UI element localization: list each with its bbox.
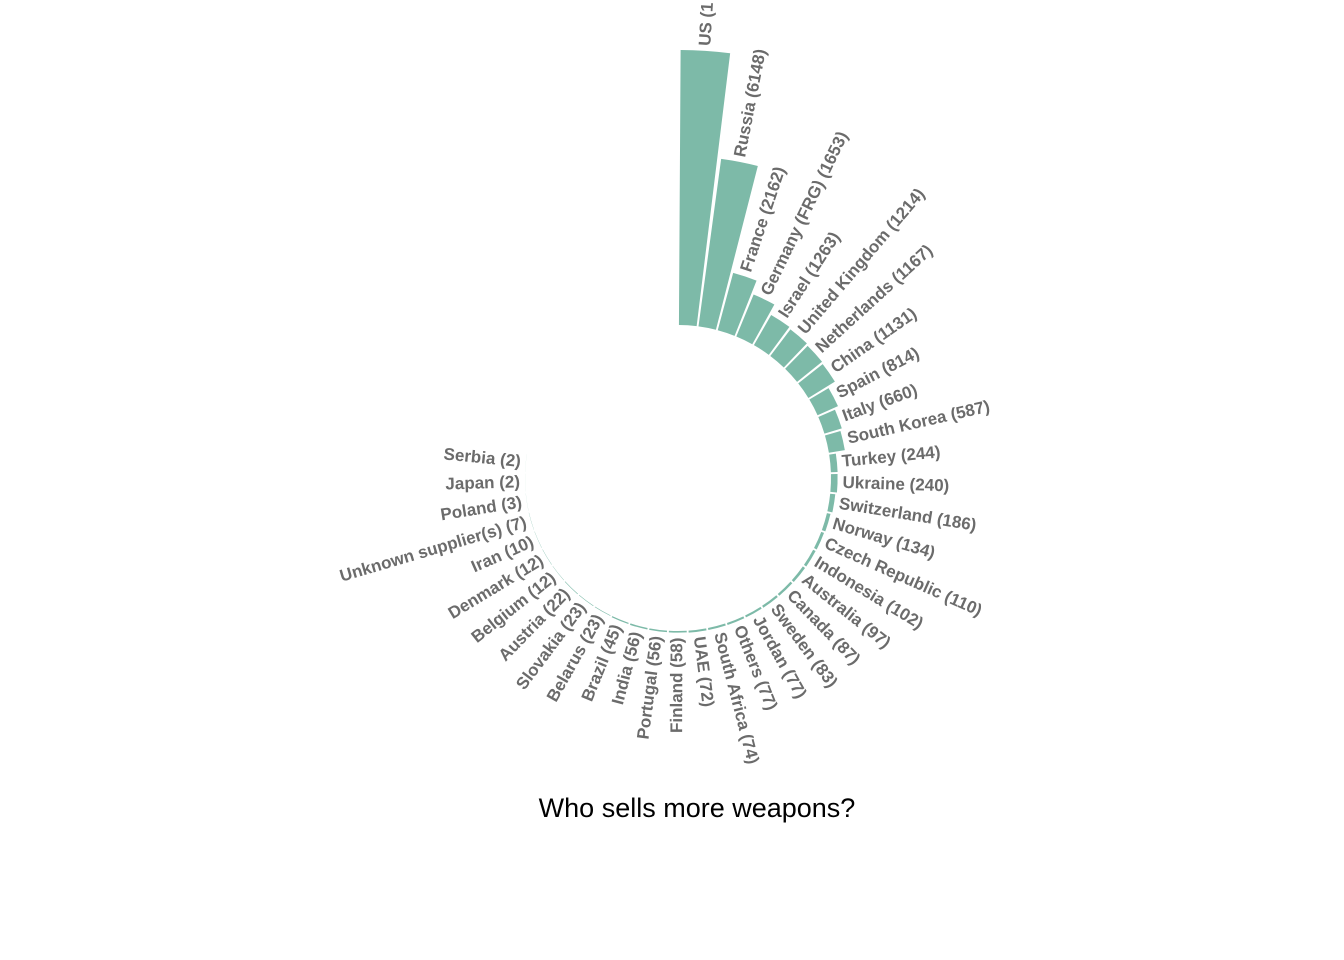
bar-united-kingdom — [770, 329, 807, 368]
bar-label-us: US (1 — [695, 2, 717, 47]
bar-switzerland — [827, 493, 836, 513]
bar-label-russia: Russia (6148) — [730, 47, 770, 158]
bar-israel — [753, 315, 790, 355]
bar-canada — [777, 581, 793, 596]
bar-brazil — [611, 616, 629, 625]
bar-turkey — [829, 453, 838, 473]
bar-australia — [791, 566, 806, 583]
bar-slovakia — [578, 594, 594, 607]
bars-group — [524, 50, 845, 633]
bar-label-turkey: Turkey (244) — [841, 442, 941, 470]
bar-germany-frg — [736, 294, 775, 345]
bar-russia — [698, 158, 758, 330]
bar-china — [798, 364, 835, 398]
bar-south-korea — [824, 430, 845, 453]
bar-finland — [668, 630, 687, 633]
bar-austria — [564, 581, 578, 595]
bar-jordan — [745, 606, 762, 618]
bar-iran — [534, 531, 542, 548]
bar-italy — [818, 409, 842, 434]
bar-spain — [809, 388, 838, 416]
bar-serbia — [525, 454, 527, 472]
bar-sweden — [762, 595, 778, 608]
bar-unknown-supplier-s — [528, 512, 535, 530]
bar-others — [726, 616, 745, 625]
bar-netherlands — [785, 345, 823, 382]
bar-ukraine — [830, 473, 838, 493]
bar-belgium — [552, 566, 564, 581]
chart-title: Who sells more weapons? — [539, 793, 856, 823]
bar-label-ukraine: Ukraine (240) — [842, 473, 949, 495]
bar-japan — [524, 473, 526, 492]
bar-france — [717, 272, 757, 336]
bar-uae — [688, 628, 707, 633]
bar-norway — [821, 513, 831, 532]
bar-label-japan: Japan (2) — [445, 472, 520, 493]
bar-label-serbia: Serbia (2) — [443, 444, 522, 471]
bar-denmark — [542, 549, 552, 565]
bar-belarus — [594, 606, 611, 616]
bar-label-finland: Finland (58) — [667, 638, 686, 733]
bar-south-africa — [707, 623, 726, 631]
bar-czech-republic — [814, 531, 825, 550]
bar-us — [678, 50, 731, 327]
bar-india — [629, 623, 648, 630]
bar-indonesia — [803, 549, 816, 567]
bar-poland — [525, 493, 529, 511]
bar-portugal — [649, 628, 668, 633]
